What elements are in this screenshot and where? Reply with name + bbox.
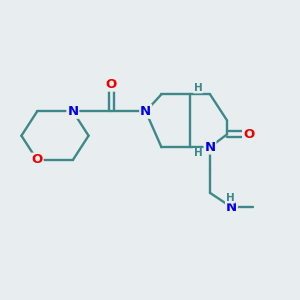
Text: N: N [226, 201, 237, 214]
Text: O: O [106, 78, 117, 91]
Text: H: H [194, 148, 202, 158]
Text: H: H [226, 193, 235, 203]
Text: H: H [194, 83, 202, 93]
Text: N: N [140, 105, 151, 118]
Text: N: N [204, 141, 216, 154]
Text: O: O [243, 128, 254, 141]
Text: N: N [67, 105, 78, 118]
Text: O: O [32, 154, 43, 166]
